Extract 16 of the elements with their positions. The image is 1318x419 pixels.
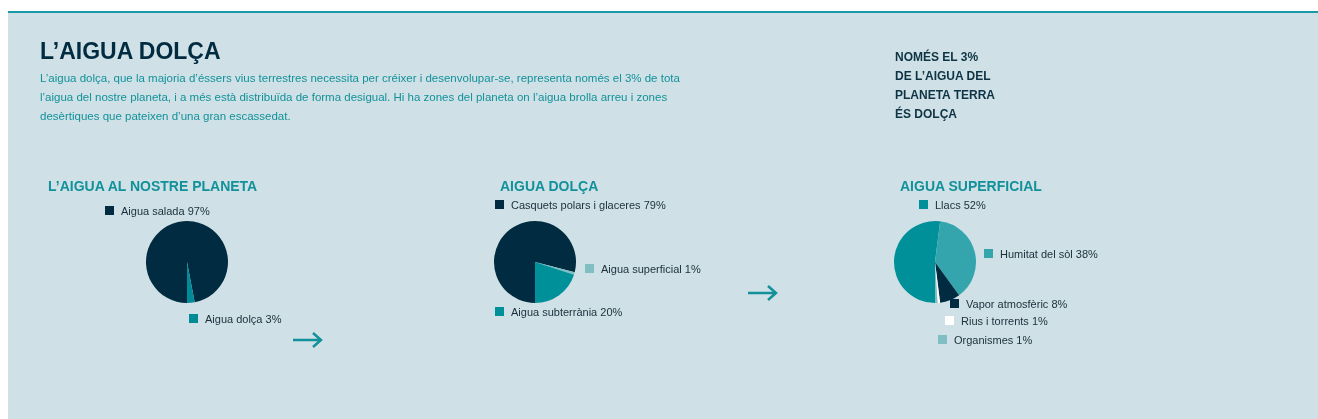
legend-label: Vapor atmosfèric 8%: [966, 297, 1068, 310]
legend-label: Aigua salada 97%: [121, 204, 210, 217]
chart-title: AIGUA DOLÇA: [500, 178, 599, 194]
text: NOMÉS EL 3% DE L’AIGUA DEL PLANETA TERRA ÉS DOLÇA: [895, 48, 995, 123]
legend-label: Llacs 52%: [935, 198, 986, 211]
legend-label: Rius i torrents 1%: [961, 314, 1049, 327]
text: L’AIGUA DOLÇA: [40, 38, 221, 65]
legend-label: Aigua dolça 3%: [205, 312, 282, 325]
legend-label: Humitat del sòl 38%: [1000, 247, 1099, 260]
text: L’aigua dolça, que la majoria d’éssers vius terrestres necessita per créixer i desenvolupar-se, representa només el 3% de tota l’aigua del nostre planeta, i a més està distribuïda de forma desigual. Hi ha zones del planeta on l’aigua brolla arreu i zones desèrtiques que pateixen d’una gran escassedat.: [40, 71, 681, 124]
chart-title: L’AIGUA AL NOSTRE PLANETA: [48, 178, 258, 194]
legend-label: Casquets polars i glaceres 79%: [511, 198, 666, 211]
legend-label: Aigua subterrània 20%: [511, 305, 623, 318]
chart-title: AIGUA SUPERFICIAL: [900, 178, 1043, 194]
legend-label: Aigua superficial 1%: [601, 262, 701, 275]
legend-label: Organismes 1%: [954, 333, 1033, 346]
